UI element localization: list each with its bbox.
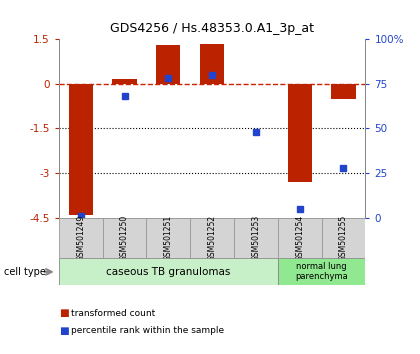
Text: ■: ■	[59, 326, 68, 336]
Bar	[68, 84, 93, 215]
Bar	[156, 46, 180, 84]
Text: GSM501251: GSM501251	[164, 215, 173, 261]
Bar	[113, 79, 136, 84]
Bar	[59, 258, 278, 285]
Bar	[147, 218, 190, 258]
Bar	[59, 218, 102, 258]
Text: cell type: cell type	[4, 267, 46, 277]
Text: percentile rank within the sample: percentile rank within the sample	[71, 326, 225, 336]
Bar	[102, 218, 147, 258]
Bar	[288, 84, 312, 182]
Bar	[190, 218, 234, 258]
Text: transformed count: transformed count	[71, 309, 156, 318]
Text: GSM501249: GSM501249	[76, 215, 85, 261]
Text: caseous TB granulomas: caseous TB granulomas	[106, 267, 231, 277]
Bar	[331, 84, 356, 98]
Bar	[278, 258, 365, 285]
Text: GSM501253: GSM501253	[252, 215, 260, 261]
Text: GSM501254: GSM501254	[295, 215, 304, 261]
Title: GDS4256 / Hs.48353.0.A1_3p_at: GDS4256 / Hs.48353.0.A1_3p_at	[110, 22, 314, 35]
Text: GSM501250: GSM501250	[120, 215, 129, 261]
Bar	[234, 218, 278, 258]
Text: ■: ■	[59, 308, 68, 318]
Bar	[200, 44, 224, 84]
Text: GSM501252: GSM501252	[207, 215, 217, 261]
Text: GSM501255: GSM501255	[339, 215, 348, 261]
Bar	[278, 218, 322, 258]
Text: normal lung
parenchyma: normal lung parenchyma	[295, 262, 348, 281]
Bar	[322, 218, 365, 258]
